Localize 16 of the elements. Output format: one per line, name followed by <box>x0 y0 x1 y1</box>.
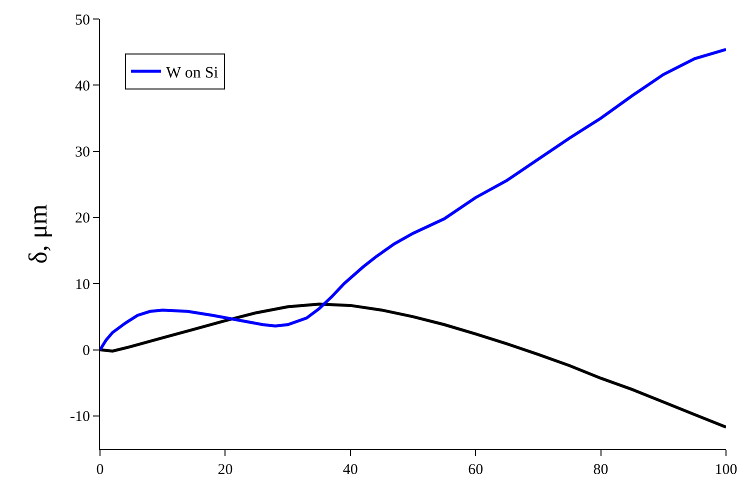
y-tick-label: 50 <box>75 12 90 28</box>
y-tick-label: 0 <box>82 343 90 360</box>
x-tick-label: 80 <box>593 462 608 478</box>
y-tick-label: 20 <box>75 210 90 227</box>
x-tick-label: 40 <box>342 462 358 478</box>
y-tick-label: 30 <box>75 144 90 161</box>
x-tick-label: 0 <box>96 462 104 478</box>
x-tick-label: 20 <box>218 462 233 478</box>
y-tick-label: 10 <box>75 276 90 293</box>
x-tick-label: 60 <box>468 462 484 478</box>
y-axis-title: δ, μm <box>23 204 52 264</box>
line-series <box>100 48 726 352</box>
y-tick-label: 40 <box>75 78 90 94</box>
x-tick-label: 100 <box>714 462 738 478</box>
legend-label: W on Si <box>166 64 219 82</box>
y-tick-label: -10 <box>70 409 90 426</box>
